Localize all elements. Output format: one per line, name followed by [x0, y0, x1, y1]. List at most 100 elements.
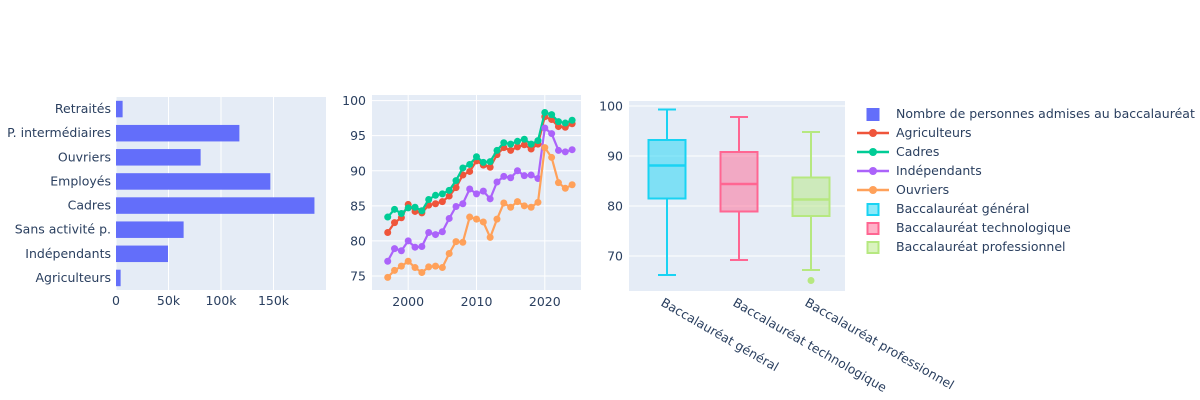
data-point-ouvriers-2000[interactable]: [404, 257, 412, 265]
data-point-independants-2008[interactable]: [459, 200, 467, 208]
data-point-ouvriers-2005[interactable]: [438, 264, 446, 272]
data-point-agriculteurs-2016[interactable]: [513, 143, 521, 151]
data-point-cadres-2003[interactable]: [425, 196, 433, 204]
data-point-cadres-2005[interactable]: [438, 190, 446, 198]
data-point-agriculteurs-2005[interactable]: [438, 198, 446, 206]
data-point-ouvriers-2018[interactable]: [527, 203, 535, 211]
data-point-independants-2002[interactable]: [418, 243, 426, 251]
data-point-cadres-2013[interactable]: [493, 146, 501, 154]
data-point-independants-2016[interactable]: [513, 167, 521, 175]
data-point-ouvriers-2016[interactable]: [513, 198, 521, 206]
data-point-cadres-2015[interactable]: [507, 140, 515, 148]
data-point-ouvriers-2023[interactable]: [561, 184, 569, 192]
data-point-ouvriers-2003[interactable]: [425, 263, 433, 271]
data-point-cadres-2011[interactable]: [479, 158, 487, 166]
data-point-agriculteurs-1998[interactable]: [391, 219, 399, 227]
data-point-ouvriers-1999[interactable]: [397, 262, 405, 270]
data-point-independants-2014[interactable]: [500, 172, 508, 180]
data-point-agriculteurs-1997[interactable]: [384, 228, 392, 236]
data-point-ouvriers-2020[interactable]: [541, 144, 549, 152]
data-point-cadres-2024[interactable]: [568, 116, 576, 124]
bar-ouvriers[interactable]: [116, 149, 201, 166]
data-point-ouvriers-2022[interactable]: [554, 179, 562, 187]
data-point-independants-2001[interactable]: [411, 243, 419, 251]
bar-cadres[interactable]: [116, 197, 315, 214]
data-point-cadres-2020[interactable]: [541, 109, 549, 117]
data-point-cadres-2023[interactable]: [561, 119, 569, 127]
data-point-independants-2010[interactable]: [473, 190, 480, 198]
bar-agriculteurs[interactable]: [116, 269, 121, 287]
data-point-independants-2017[interactable]: [520, 172, 528, 180]
line-series-cadres[interactable]: [384, 109, 576, 221]
data-point-independants-2009[interactable]: [466, 185, 474, 193]
box-baccalaureat-technologique[interactable]: [719, 116, 759, 261]
data-point-cadres-2014[interactable]: [500, 139, 508, 147]
data-point-ouvriers-2012[interactable]: [486, 233, 494, 241]
data-point-agriculteurs-2017[interactable]: [520, 141, 528, 149]
data-point-ouvriers-2010[interactable]: [473, 215, 480, 223]
bar-employes[interactable]: [116, 173, 271, 190]
legend-item-bac-professionnel[interactable]: Baccalauréat professionnel: [856, 237, 1195, 256]
legend-item-bac-general[interactable]: Baccalauréat général: [856, 199, 1195, 218]
line-series-ouvriers[interactable]: [384, 144, 576, 281]
data-point-independants-2005[interactable]: [438, 228, 446, 236]
data-point-cadres-2004[interactable]: [432, 191, 440, 199]
box-iqr-baccalaureat-technologique[interactable]: [719, 151, 759, 213]
data-point-cadres-2012[interactable]: [486, 158, 494, 166]
data-point-agriculteurs-2015[interactable]: [507, 146, 515, 154]
data-point-cadres-2002[interactable]: [418, 207, 426, 215]
data-point-ouvriers-2017[interactable]: [520, 202, 528, 210]
data-point-agriculteurs-2004[interactable]: [432, 200, 440, 208]
data-point-cadres-2000[interactable]: [404, 204, 412, 212]
data-point-cadres-2010[interactable]: [473, 153, 480, 161]
data-point-independants-1998[interactable]: [391, 245, 399, 253]
legend-item-independants[interactable]: Indépendants: [856, 161, 1195, 180]
data-point-ouvriers-2006[interactable]: [445, 250, 453, 258]
data-point-independants-2023[interactable]: [561, 148, 569, 156]
data-point-ouvriers-2014[interactable]: [500, 199, 508, 207]
data-point-independants-2022[interactable]: [554, 146, 562, 154]
data-point-cadres-2017[interactable]: [520, 135, 528, 143]
data-point-ouvriers-2015[interactable]: [507, 203, 515, 211]
legend-item-bac-technologique[interactable]: Baccalauréat technologique: [856, 218, 1195, 237]
legend-item-cadres[interactable]: Cadres: [856, 142, 1195, 161]
data-point-independants-2020[interactable]: [541, 124, 549, 132]
line-series-independants[interactable]: [384, 124, 576, 265]
data-point-independants-1999[interactable]: [397, 247, 405, 255]
data-point-independants-1997[interactable]: [384, 257, 392, 265]
data-point-ouvriers-2001[interactable]: [411, 264, 419, 272]
data-point-ouvriers-2011[interactable]: [479, 218, 487, 226]
data-point-ouvriers-2007[interactable]: [452, 238, 460, 246]
data-point-ouvriers-2013[interactable]: [493, 215, 501, 223]
data-point-cadres-1999[interactable]: [397, 210, 405, 218]
box-iqr-baccalaureat-professionnel[interactable]: [791, 176, 831, 217]
data-point-cadres-2016[interactable]: [513, 137, 521, 145]
data-point-independants-2007[interactable]: [452, 203, 460, 211]
data-point-independants-2015[interactable]: [507, 174, 515, 182]
data-point-ouvriers-1997[interactable]: [384, 273, 392, 281]
box-outlier-baccalaureat-professionnel[interactable]: [807, 277, 815, 284]
data-point-independants-2013[interactable]: [493, 178, 501, 186]
data-point-ouvriers-2008[interactable]: [459, 238, 467, 246]
bar-sans-activite-p[interactable]: [116, 221, 184, 238]
data-point-cadres-1997[interactable]: [384, 213, 392, 221]
data-point-independants-2006[interactable]: [445, 214, 453, 222]
data-point-ouvriers-2009[interactable]: [466, 213, 474, 221]
data-point-independants-2004[interactable]: [432, 231, 440, 239]
data-point-cadres-2008[interactable]: [459, 164, 467, 172]
legend-item-agriculteurs[interactable]: Agriculteurs: [856, 123, 1195, 142]
data-point-ouvriers-2004[interactable]: [432, 262, 440, 270]
data-point-independants-2018[interactable]: [527, 171, 535, 179]
data-point-independants-2021[interactable]: [548, 130, 556, 138]
box-baccalaureat-professionnel[interactable]: [791, 131, 831, 284]
box-iqr-baccalaureat-general[interactable]: [647, 139, 687, 200]
data-point-ouvriers-1998[interactable]: [391, 266, 399, 274]
box-baccalaureat-general[interactable]: [647, 108, 687, 276]
data-point-agriculteurs-2007[interactable]: [452, 184, 460, 192]
data-point-agriculteurs-2006[interactable]: [445, 192, 453, 200]
data-point-agriculteurs-2012[interactable]: [486, 163, 494, 171]
data-point-cadres-2007[interactable]: [452, 177, 460, 185]
data-point-cadres-2018[interactable]: [527, 140, 535, 148]
data-point-ouvriers-2019[interactable]: [534, 198, 542, 206]
data-point-independants-2000[interactable]: [404, 237, 412, 245]
